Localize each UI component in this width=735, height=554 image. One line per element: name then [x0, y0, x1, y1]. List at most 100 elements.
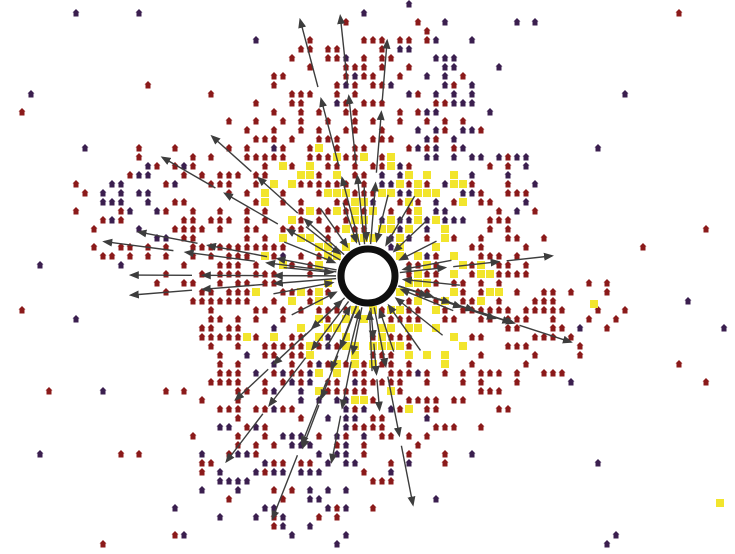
house-icon	[90, 225, 98, 233]
house-icon	[198, 324, 206, 332]
square-cell	[387, 216, 395, 224]
square-cell	[315, 387, 323, 395]
house-icon	[387, 180, 395, 188]
house-icon	[468, 360, 476, 368]
square-cell	[405, 324, 413, 332]
square-cell	[396, 243, 404, 251]
flow-arrow	[374, 379, 383, 412]
house-icon	[621, 90, 629, 98]
house-icon	[225, 180, 233, 188]
house-icon	[396, 45, 404, 53]
flow-arrow	[160, 156, 216, 189]
house-icon	[513, 207, 521, 215]
house-icon	[495, 369, 503, 377]
house-icon	[477, 351, 485, 359]
house-icon	[495, 216, 503, 224]
house-icon	[135, 153, 143, 161]
house-icon	[189, 243, 197, 251]
house-icon	[720, 324, 728, 332]
house-icon	[279, 144, 287, 152]
house-icon	[252, 198, 260, 206]
house-icon	[234, 486, 242, 494]
square-cell	[405, 351, 413, 359]
house-icon	[441, 81, 449, 89]
square-cell	[396, 180, 404, 188]
house-icon	[18, 108, 26, 116]
house-icon	[432, 423, 440, 431]
house-icon	[315, 450, 323, 458]
house-icon	[252, 225, 260, 233]
house-icon	[324, 135, 332, 143]
square-cell	[252, 288, 260, 296]
square-cell	[306, 234, 314, 242]
house-icon	[405, 342, 413, 350]
hub-ring	[337, 245, 399, 307]
house-icon	[27, 90, 35, 98]
house-icon	[297, 117, 305, 125]
square-cell	[360, 396, 368, 404]
house-icon	[360, 378, 368, 386]
house-icon	[180, 531, 188, 539]
flow-arrow	[200, 283, 265, 293]
square-cell	[405, 198, 413, 206]
house-icon	[405, 333, 413, 341]
square-cell	[590, 300, 598, 308]
house-icon	[261, 135, 269, 143]
house-icon	[414, 396, 422, 404]
house-icon	[459, 99, 467, 107]
square-cell	[279, 234, 287, 242]
square-cell	[432, 216, 440, 224]
house-icon	[234, 297, 242, 305]
house-icon	[297, 216, 305, 224]
house-icon	[252, 99, 260, 107]
house-icon	[162, 252, 170, 260]
house-icon	[261, 504, 269, 512]
square-cell	[351, 351, 359, 359]
house-icon	[297, 342, 305, 350]
house-icon	[396, 171, 404, 179]
house-icon	[360, 36, 368, 44]
house-icon	[414, 198, 422, 206]
house-icon	[504, 153, 512, 161]
house-icon	[450, 216, 458, 224]
square-cell	[459, 180, 467, 188]
house-icon	[234, 315, 242, 323]
house-icon	[108, 198, 116, 206]
house-icon	[297, 207, 305, 215]
square-cell	[369, 234, 377, 242]
house-icon	[243, 423, 251, 431]
house-icon	[432, 54, 440, 62]
house-icon	[621, 306, 629, 314]
house-icon	[360, 180, 368, 188]
house-icon	[117, 216, 125, 224]
house-icon	[342, 108, 350, 116]
house-icon	[243, 297, 251, 305]
house-icon	[279, 459, 287, 467]
house-icon	[243, 153, 251, 161]
house-icon	[315, 135, 323, 143]
house-icon	[288, 378, 296, 386]
house-icon	[441, 63, 449, 71]
house-icon	[504, 270, 512, 278]
house-icon	[441, 216, 449, 224]
house-icon	[441, 54, 449, 62]
house-icon	[99, 189, 107, 197]
square-cell	[306, 162, 314, 170]
square-cell	[315, 144, 323, 152]
house-icon	[225, 477, 233, 485]
house-icon	[351, 405, 359, 413]
house-icon	[504, 405, 512, 413]
square-cell	[450, 171, 458, 179]
house-icon	[252, 333, 260, 341]
house-icon	[261, 378, 269, 386]
square-cell	[396, 288, 404, 296]
house-icon	[72, 180, 80, 188]
house-icon	[387, 315, 395, 323]
house-icon	[396, 405, 404, 413]
house-icon	[441, 180, 449, 188]
house-icon	[405, 63, 413, 71]
house-icon	[270, 153, 278, 161]
house-icon	[396, 117, 404, 125]
square-cell	[324, 243, 332, 251]
house-icon	[450, 63, 458, 71]
